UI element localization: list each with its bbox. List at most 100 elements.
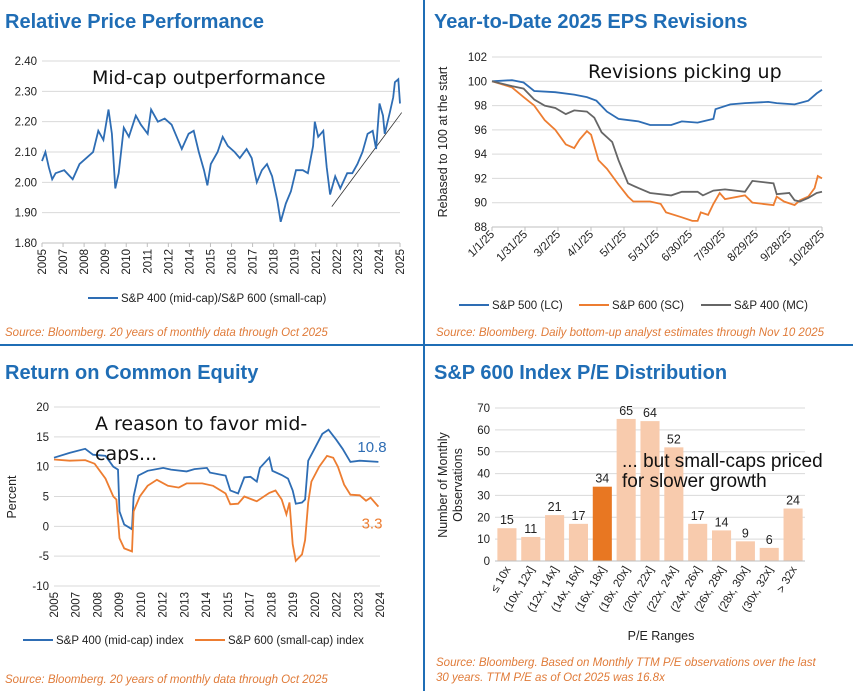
pe-bar-value-label: 6 xyxy=(766,533,773,547)
rel-price-x-tick-label: 2023 xyxy=(353,249,365,275)
pe-y-tick-label: 40 xyxy=(477,469,490,481)
source-note-relative-price: Source: Bloomberg. 20 years of monthly d… xyxy=(5,327,328,339)
roe-y-tick-label: 5 xyxy=(43,492,49,504)
annotation-small-caps-line2: for slower growth xyxy=(622,471,767,492)
eps-x-tick-label: 10/28/25 xyxy=(787,229,827,269)
roe-y-tick-label: 15 xyxy=(36,432,49,444)
pe-x-tick-label: ≤ 10x xyxy=(489,564,514,595)
annotation-reason-line2: caps... xyxy=(95,443,157,465)
eps-y-tick-label: 102 xyxy=(468,52,487,64)
rel-price-y-tick-label: 1.80 xyxy=(15,238,37,250)
eps-x-tick-label: 1/31/25 xyxy=(495,229,531,265)
rel-price-x-tick-label: 2011 xyxy=(142,249,154,274)
roe-x-tick-label: 2005 xyxy=(49,592,61,618)
pe-bar xyxy=(712,530,732,561)
rel-price-x-tick-label: 2022 xyxy=(332,249,344,275)
rel-price-x-tick-label: 2019 xyxy=(290,249,302,275)
source-line-1: Source: Bloomberg. Based on Monthly TTM … xyxy=(436,657,816,669)
roe-x-tick-label: 2007 xyxy=(71,592,83,618)
eps-x-tick-label: 3/2/25 xyxy=(532,229,563,260)
rel-price-x-tick-label: 2018 xyxy=(269,249,281,275)
horizontal-divider xyxy=(0,344,853,346)
x-axis-label-pe: P/E Ranges xyxy=(628,629,695,643)
rel-price-x-tick-label: 2005 xyxy=(37,249,49,275)
eps-series-line-1 xyxy=(491,80,823,222)
roe-x-tick-label: 2020 xyxy=(310,592,322,618)
roe-series-line-1 xyxy=(53,454,380,563)
eps-y-tick-label: 88 xyxy=(474,222,487,234)
pe-bar xyxy=(616,418,636,561)
pe-bar xyxy=(592,486,612,561)
rel-price-x-tick-label: 2024 xyxy=(374,248,386,274)
pe-bar-value-label: 21 xyxy=(548,500,562,514)
rel-price-x-tick-label: 2012 xyxy=(163,249,175,275)
annotation-mid-cap: Mid-cap outperformance xyxy=(92,67,326,89)
roe-x-tick-label: 2015 xyxy=(223,592,235,618)
annotation-revisions: Revisions picking up xyxy=(588,61,782,83)
pe-bar-value-label: 17 xyxy=(572,509,586,523)
rel-price-y-tick-label: 1.90 xyxy=(15,208,37,220)
roe-x-tick-label: 2017 xyxy=(245,592,257,618)
roe-x-tick-label: 2014 xyxy=(201,591,213,617)
eps-legend-label-1: S&P 600 (SC) xyxy=(612,300,684,312)
roe-x-tick-label: 2013 xyxy=(179,592,191,618)
roe-x-tick-label: 2012 xyxy=(158,592,170,618)
pe-bar-value-label: 15 xyxy=(500,513,514,527)
roe-x-tick-label: 2010 xyxy=(136,592,148,618)
pe-bar-value-label: 64 xyxy=(643,406,657,420)
eps-y-tick-label: 90 xyxy=(474,198,487,210)
rel-price-x-tick-label: 2010 xyxy=(121,249,133,275)
roe-x-tick-label: 2024 xyxy=(375,591,387,617)
panel-title-pe-distribution: S&P 600 Index P/E Distribution xyxy=(434,362,728,384)
pe-y-tick-label: 60 xyxy=(477,425,490,437)
y-axis-label-pe-line1: Number of Monthly xyxy=(436,431,450,537)
eps-y-tick-label: 100 xyxy=(468,76,487,88)
annotation-reason-line1: A reason to favor mid- xyxy=(95,413,307,435)
pe-bar xyxy=(521,536,541,561)
pe-y-tick-label: 20 xyxy=(477,512,490,524)
rel-price-y-tick-label: 2.10 xyxy=(15,147,37,159)
eps-series-line-0 xyxy=(491,79,823,126)
rel-price-x-tick-label: 2017 xyxy=(248,249,260,275)
pe-bar xyxy=(735,541,755,561)
pe-bar-value-label: 9 xyxy=(742,526,749,540)
rel-price-y-tick-label: 2.40 xyxy=(15,56,37,68)
eps-y-tick-label: 98 xyxy=(474,101,487,113)
pe-bar xyxy=(497,528,517,561)
eps-x-tick-label: 5/1/25 xyxy=(598,229,629,260)
roe-x-tick-label: 2019 xyxy=(288,592,300,618)
eps-y-tick-label: 92 xyxy=(474,173,487,185)
roe-y-tick-label: -5 xyxy=(39,551,49,563)
pe-bar-value-label: 34 xyxy=(595,472,609,486)
eps-legend-label-0: S&P 500 (LC) xyxy=(492,300,563,312)
eps-x-tick-label: 4/1/25 xyxy=(565,229,596,260)
rel-price-trendline xyxy=(331,112,403,207)
pe-bar-value-label: 17 xyxy=(691,509,705,523)
roe-legend-label-0: S&P 400 (mid-cap) index xyxy=(56,635,184,647)
pe-bar-value-label: 14 xyxy=(715,515,729,529)
pe-bar xyxy=(783,508,803,561)
pe-y-tick-label: 50 xyxy=(477,447,490,459)
pe-bar xyxy=(759,547,779,561)
pe-y-tick-label: 70 xyxy=(477,403,490,415)
rel-price-x-tick-label: 2014 xyxy=(184,248,196,274)
y-axis-label-eps: Rebased to 100 at the start xyxy=(436,66,450,217)
eps-x-tick-label: 8/29/25 xyxy=(726,229,762,265)
rel-price-x-tick-label: 2015 xyxy=(205,249,217,275)
source-note-pe-distribution: Source: Bloomberg. Based on Monthly TTM … xyxy=(436,656,816,686)
source-note-roe: Source: Bloomberg. 20 years of monthly d… xyxy=(5,674,328,686)
source-note-eps-revisions: Source: Bloomberg. Daily bottom-up analy… xyxy=(436,327,825,339)
eps-series-line-2 xyxy=(491,80,823,203)
roe-series-line-0 xyxy=(53,428,379,531)
panel-title-relative-price: Relative Price Performance xyxy=(5,11,265,33)
panel-title-roe: Return on Common Equity xyxy=(5,362,259,384)
panel-title-eps-revisions: Year-to-Date 2025 EPS Revisions xyxy=(434,11,748,33)
roe-y-tick-label: 20 xyxy=(36,402,49,414)
source-line-2: 30 years. TTM P/E as of Oct 2025 was 16.… xyxy=(436,672,665,684)
rel-price-y-tick-label: 2.20 xyxy=(15,117,37,129)
eps-x-tick-label: 6/30/25 xyxy=(660,229,696,265)
rel-price-x-tick-label: 2025 xyxy=(395,249,407,275)
pe-y-tick-label: 0 xyxy=(484,556,490,568)
